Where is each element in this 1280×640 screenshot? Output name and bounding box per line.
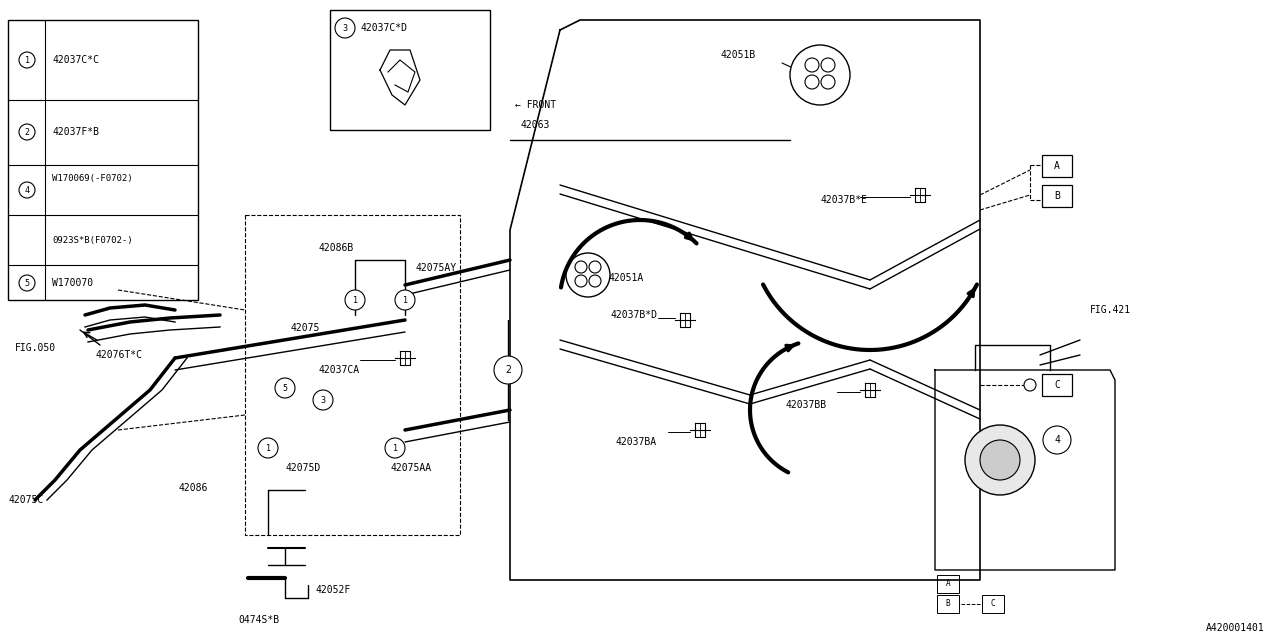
- Text: 42051B: 42051B: [721, 50, 755, 60]
- Circle shape: [19, 124, 35, 140]
- Circle shape: [19, 52, 35, 68]
- Bar: [937, 595, 959, 613]
- Text: 42051A: 42051A: [608, 273, 644, 283]
- Text: 1: 1: [402, 296, 407, 305]
- Text: B: B: [946, 600, 950, 609]
- Text: 0474S*B: 0474S*B: [238, 615, 279, 625]
- Circle shape: [980, 440, 1020, 480]
- Text: 42037B*E: 42037B*E: [820, 195, 867, 205]
- Text: 5: 5: [283, 383, 288, 392]
- Text: 42086: 42086: [178, 483, 207, 493]
- Text: 42037C*C: 42037C*C: [52, 55, 99, 65]
- Text: 5: 5: [24, 278, 29, 287]
- Text: 42075AA: 42075AA: [390, 463, 431, 473]
- Text: 42075C: 42075C: [8, 495, 44, 505]
- Circle shape: [385, 438, 404, 458]
- Circle shape: [790, 45, 850, 105]
- Text: C: C: [1053, 380, 1060, 390]
- Bar: [8, 20, 198, 300]
- Bar: [937, 575, 959, 593]
- Text: C: C: [991, 600, 996, 609]
- Text: 1: 1: [24, 56, 29, 65]
- Text: 1: 1: [352, 296, 357, 305]
- Text: 42075: 42075: [291, 323, 320, 333]
- Circle shape: [19, 182, 35, 198]
- Text: 42076T*C: 42076T*C: [95, 350, 142, 360]
- Text: 42037CA: 42037CA: [317, 365, 360, 375]
- Text: 42086B: 42086B: [317, 243, 353, 253]
- Text: 42037F*B: 42037F*B: [52, 127, 99, 137]
- Text: W170070: W170070: [52, 278, 93, 288]
- Bar: [1042, 185, 1073, 207]
- Circle shape: [1024, 379, 1036, 391]
- Text: 3: 3: [343, 24, 347, 33]
- Bar: [1042, 374, 1073, 396]
- Text: 42063: 42063: [520, 120, 549, 130]
- Circle shape: [965, 425, 1036, 495]
- Text: 3: 3: [320, 396, 325, 404]
- Circle shape: [314, 390, 333, 410]
- Text: 42037BA: 42037BA: [614, 437, 657, 447]
- Text: B: B: [1053, 191, 1060, 201]
- Circle shape: [275, 378, 294, 398]
- Circle shape: [259, 438, 278, 458]
- Text: 2: 2: [506, 365, 511, 375]
- Bar: [982, 595, 1004, 613]
- Text: 1: 1: [265, 444, 270, 452]
- Text: 42037C*D: 42037C*D: [360, 23, 407, 33]
- Text: 42037BB: 42037BB: [785, 400, 826, 410]
- Circle shape: [494, 356, 522, 384]
- Text: 42075AY: 42075AY: [415, 263, 456, 273]
- Text: FIG.050: FIG.050: [15, 343, 56, 353]
- Text: 0923S*B(F0702-): 0923S*B(F0702-): [52, 236, 133, 244]
- Circle shape: [566, 253, 611, 297]
- Text: 42037B*D: 42037B*D: [611, 310, 657, 320]
- Text: 4: 4: [24, 186, 29, 195]
- Text: W170069(-F0702): W170069(-F0702): [52, 173, 133, 182]
- Circle shape: [346, 290, 365, 310]
- Text: FIG.421: FIG.421: [1091, 305, 1132, 315]
- Circle shape: [396, 290, 415, 310]
- Bar: [330, 10, 490, 130]
- Text: 2: 2: [24, 127, 29, 136]
- Text: 42075D: 42075D: [285, 463, 320, 473]
- Circle shape: [335, 18, 355, 38]
- Text: 4: 4: [1053, 435, 1060, 445]
- Text: A: A: [946, 579, 950, 589]
- Bar: [244, 215, 460, 535]
- Text: A: A: [1053, 161, 1060, 171]
- Circle shape: [1043, 426, 1071, 454]
- Text: ← FRONT: ← FRONT: [515, 100, 556, 110]
- Text: 1: 1: [393, 444, 398, 452]
- Bar: [1042, 155, 1073, 177]
- Text: A420001401: A420001401: [1206, 623, 1265, 633]
- Circle shape: [19, 275, 35, 291]
- Text: 42052F: 42052F: [315, 585, 351, 595]
